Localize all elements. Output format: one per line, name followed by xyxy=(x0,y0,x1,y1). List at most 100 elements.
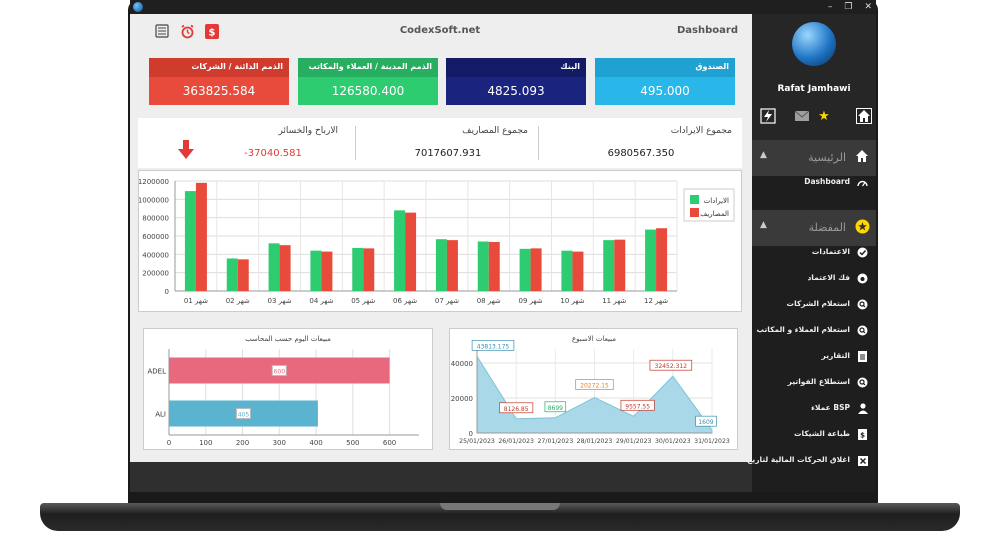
expense-bar xyxy=(488,241,500,291)
sidebar-item-client-query[interactable]: استعلام العملاء و المكاتب xyxy=(752,318,876,344)
mail-icon[interactable] xyxy=(792,106,812,126)
revenue-bar xyxy=(184,191,196,291)
expense-bar xyxy=(405,212,417,291)
settings-list-icon[interactable] xyxy=(154,23,170,39)
card-receivables[interactable]: الذمم المدينة / العملاء والمكاتب 126580.… xyxy=(298,58,438,105)
minimize-icon[interactable]: – xyxy=(827,2,833,12)
status-bar xyxy=(130,462,752,492)
monthly-chart-panel: 0 200000 400000 600000 800000 1000000 1200000 ش… xyxy=(138,170,742,312)
sidebar-item-label: الاعتمادات xyxy=(811,247,850,256)
home-icon xyxy=(854,148,870,164)
totals-panel: الارباح والخسائر -37040.581 مجموع المصار… xyxy=(138,118,742,168)
data-label-box xyxy=(649,359,693,371)
section-home-label: الرئيسية xyxy=(808,151,846,164)
user-name: Rafat Jamhawi xyxy=(777,84,851,94)
document-icon xyxy=(857,351,868,362)
y-tick-label: 200000 xyxy=(142,270,169,278)
dollar-icon[interactable]: $ xyxy=(204,23,220,39)
header: $ CodexSoft.net Dashboard xyxy=(130,14,752,50)
close-box-icon xyxy=(857,455,868,466)
data-label-box xyxy=(575,379,614,390)
check-circle-icon xyxy=(857,247,868,258)
app-logo-icon xyxy=(133,2,143,12)
card-value: 126580.400 xyxy=(331,84,405,98)
dollar-doc-icon: $ xyxy=(857,429,868,440)
sidebar-item-invoice-query[interactable]: استطلاع الفواتير xyxy=(752,370,876,396)
sidebar-item-bsp-clients[interactable]: عملاء BSP xyxy=(752,396,876,422)
data-label: 8699 xyxy=(548,405,563,412)
y-tick-label: ADEL xyxy=(147,368,166,376)
y-tick-label: 1000000 xyxy=(139,196,169,204)
data-label-box xyxy=(235,408,251,419)
sidebar-item-close-transactions[interactable]: اغلاق الحركات المالية لتاريخ xyxy=(747,448,876,474)
x-tick-label: 600 xyxy=(383,439,396,447)
data-label: 43813.175 xyxy=(477,343,510,350)
card-header-strip xyxy=(149,58,289,77)
revenue-bar xyxy=(645,229,657,291)
chevron-up-icon: ▲ xyxy=(760,220,767,230)
svg-text:$: $ xyxy=(209,27,216,38)
card-label: البنك xyxy=(560,62,580,71)
page-title: Dashboard xyxy=(677,25,738,36)
x-tick-label: 28/01/2023 xyxy=(577,438,613,445)
data-label: 20272.15 xyxy=(580,383,609,390)
main-content: $ CodexSoft.net Dashboard الذمم الدائنة … xyxy=(130,14,752,492)
x-tick-label: 27/01/2023 xyxy=(537,438,573,445)
data-label-box xyxy=(620,399,655,411)
data-label: 405 xyxy=(238,412,250,419)
close-icon[interactable]: ✕ xyxy=(864,2,872,12)
section-favorites[interactable]: ▲ المفضلة xyxy=(752,210,876,246)
revenue-bar xyxy=(519,248,531,291)
power-icon[interactable] xyxy=(758,106,778,126)
card-label: الذمم الدائنة / الشركات xyxy=(191,62,283,71)
search-circle-icon xyxy=(857,325,868,336)
home-icon[interactable] xyxy=(854,106,874,126)
card-value: 495.000 xyxy=(640,84,690,98)
x-tick-label: 26/01/2023 xyxy=(498,438,534,445)
expenses-value: 7017607.931 xyxy=(414,148,482,159)
chevron-up-icon: ▲ xyxy=(760,150,767,160)
window-controls: – ❐ ✕ xyxy=(828,0,872,14)
sidebar-item-unapprove[interactable]: فك الاعتماد xyxy=(752,266,876,292)
user-icon xyxy=(857,403,868,414)
maximize-icon[interactable]: ❐ xyxy=(844,2,853,12)
sidebar-item-approvals[interactable]: الاعتمادات xyxy=(752,240,876,266)
divider xyxy=(355,126,356,160)
expense-bar xyxy=(363,248,375,291)
data-label-box xyxy=(544,401,567,413)
x-tick-label: 300 xyxy=(273,439,286,447)
data-label-box xyxy=(471,339,515,351)
data-label: 8126.85 xyxy=(504,406,529,413)
sidebar-item-company-query[interactable]: استعلام الشركات xyxy=(752,292,876,318)
star-icon[interactable]: ★ xyxy=(818,108,830,124)
weekly-sales-panel: مبيعات الاسبوع 0 20000 40000 43813.175 25/01/… xyxy=(449,328,738,450)
card-header-strip xyxy=(298,58,438,77)
y-tick-label: 800000 xyxy=(142,215,169,223)
x-tick-label: شهر 10 xyxy=(560,297,584,305)
accountant-sales-panel: مبيعات اليوم حسب المحاسب 0 100 200 300 400 500… xyxy=(143,328,433,450)
y-tick-label: 400000 xyxy=(142,251,169,259)
alarm-clock-icon[interactable] xyxy=(179,23,195,39)
sidebar-item-print-cheques[interactable]: طباعة الشيكات $ xyxy=(752,422,876,448)
expense-bar xyxy=(656,228,668,291)
star-circle-icon xyxy=(854,218,870,234)
sidebar-item-reports[interactable]: التقارير xyxy=(752,344,876,370)
x-tick-label: شهر 01 xyxy=(184,297,208,305)
x-tick-label: 30/01/2023 xyxy=(655,438,691,445)
section-home[interactable]: ▲ الرئيسية xyxy=(752,140,876,176)
card-bank[interactable]: البنك 4825.093 xyxy=(446,58,586,105)
sidebar-item-dashboard[interactable]: Dashboard xyxy=(752,170,876,196)
search-circle-icon xyxy=(857,299,868,310)
dashboard-gauge-icon xyxy=(857,177,868,188)
x-tick-label: 200 xyxy=(236,439,249,447)
card-payables[interactable]: الذمم الدائنة / الشركات 363825.584 xyxy=(149,58,289,105)
x-tick-label: 0 xyxy=(167,439,171,447)
x-tick-label: شهر 08 xyxy=(477,297,501,305)
profile-actions: ★ xyxy=(752,106,876,130)
avatar[interactable] xyxy=(792,22,836,66)
x-tick-label: شهر 07 xyxy=(435,297,459,305)
y-tick-label: ALI xyxy=(155,411,166,419)
card-cashbox[interactable]: الصندوق 495.000 xyxy=(595,58,735,105)
search-circle-icon xyxy=(857,377,868,388)
x-tick-label: 31/01/2023 xyxy=(694,438,730,445)
